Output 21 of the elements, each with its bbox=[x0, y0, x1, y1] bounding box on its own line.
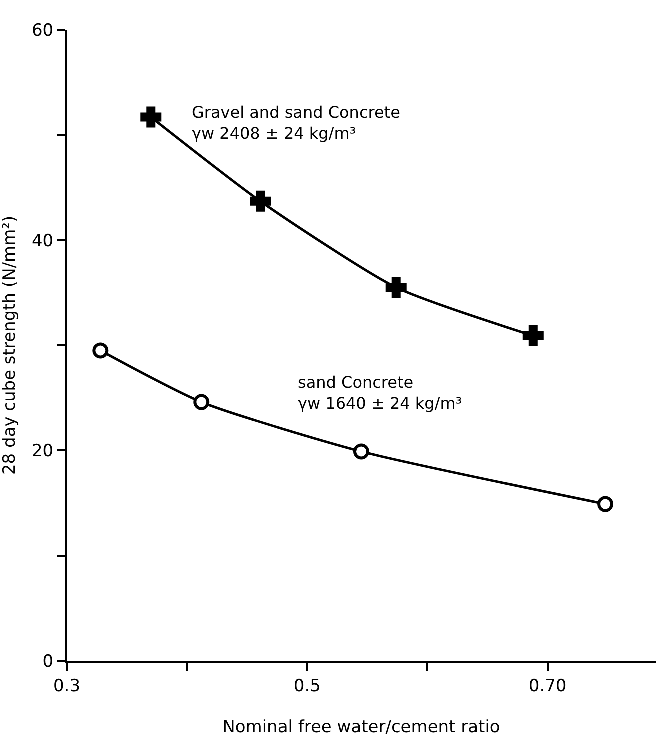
point bbox=[194, 394, 210, 410]
x-tick-label: 0.70 bbox=[528, 676, 567, 696]
y-axis-title: 28 day cube strength (N/mm²) bbox=[0, 216, 20, 476]
point bbox=[598, 496, 614, 512]
point bbox=[354, 444, 370, 460]
point bbox=[386, 277, 407, 298]
y-tick-label: 20 bbox=[32, 442, 54, 462]
x-axis-title: Nominal free water/cement ratio bbox=[222, 717, 500, 738]
annotation: γw 2408 ± 24 kg/m³ bbox=[192, 124, 356, 143]
point bbox=[140, 106, 162, 128]
point bbox=[92, 342, 109, 359]
x-tick-label: 0.5 bbox=[294, 676, 321, 696]
annotation: γw 1640 ± 24 kg/m³ bbox=[298, 394, 462, 413]
point bbox=[522, 326, 544, 347]
point bbox=[250, 190, 272, 212]
series-label: Gravel and sand Concrete bbox=[192, 103, 400, 122]
x-tick-label: 0.3 bbox=[53, 676, 81, 696]
y-tick-label: 60 bbox=[32, 20, 54, 41]
text: sand Concrete bbox=[298, 373, 414, 392]
y-tick-label: 40 bbox=[32, 231, 54, 252]
y-tick-label: 0 bbox=[42, 652, 54, 672]
